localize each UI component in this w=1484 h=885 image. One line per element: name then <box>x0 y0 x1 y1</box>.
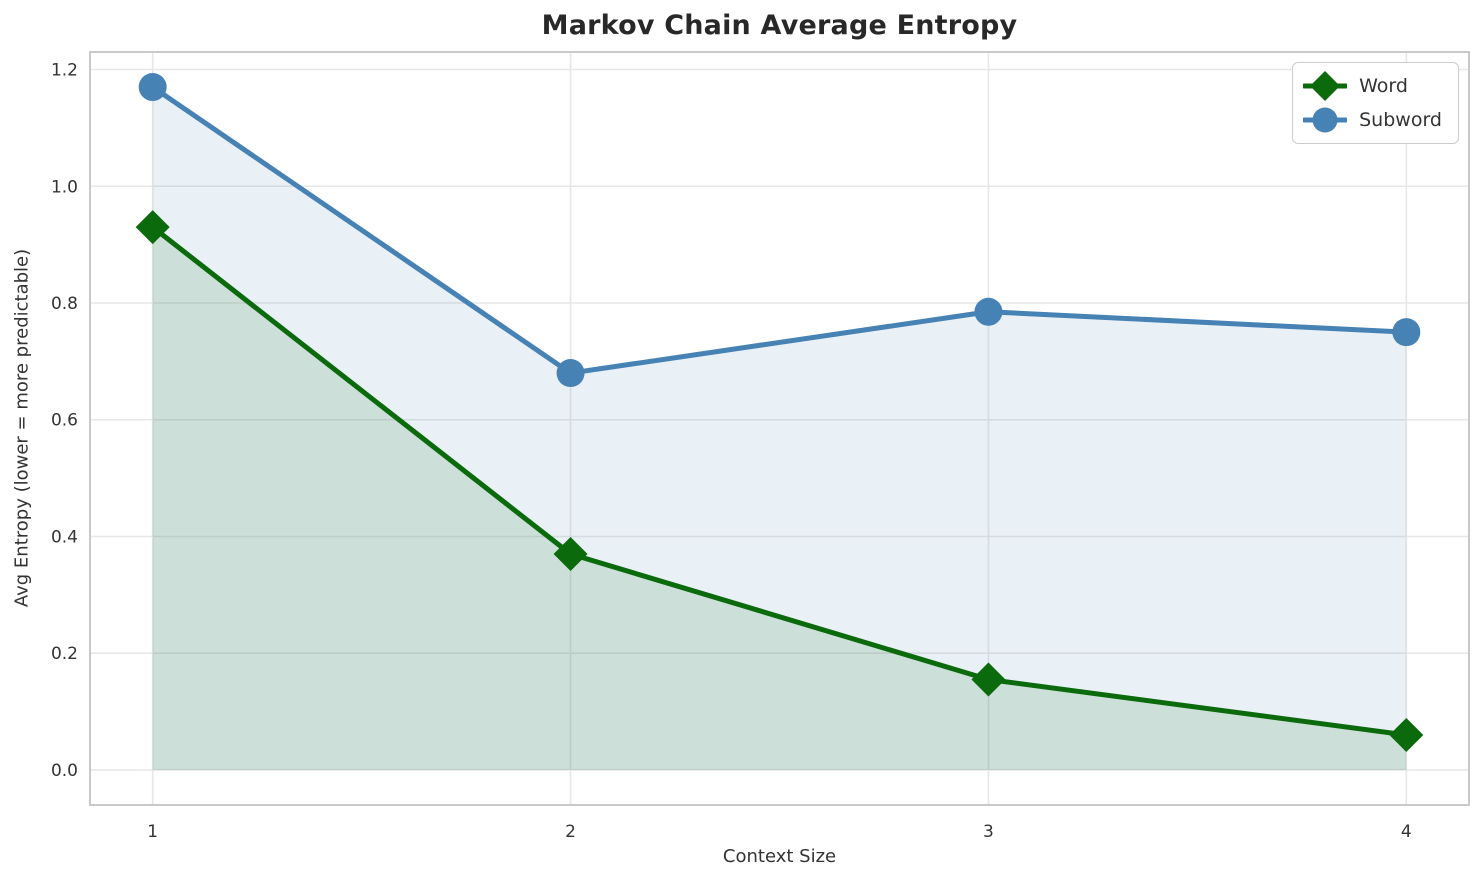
y-tick-label: 0.8 <box>51 294 78 314</box>
chart-title: Markov Chain Average Entropy <box>541 10 1018 41</box>
y-tick-label: 0.6 <box>51 411 78 431</box>
y-tick-label: 1.0 <box>51 177 78 197</box>
subword-circle-marker-icon <box>1303 105 1348 135</box>
x-tick-label: 4 <box>1401 822 1412 842</box>
legend-label-word: Word <box>1359 75 1408 97</box>
legend-label-subword: Subword <box>1359 109 1442 131</box>
subword-marker <box>556 359 585 388</box>
y-tick-label: 0.2 <box>51 644 78 664</box>
word-marker <box>971 662 1006 697</box>
subword-series-line <box>150 84 1409 376</box>
word-marker <box>135 210 170 245</box>
subword-marker <box>1392 318 1421 347</box>
subword-marker <box>974 297 1003 326</box>
word-series-line <box>150 224 1409 738</box>
legend-item-word: Word <box>1303 71 1442 101</box>
legend-item-subword: Subword <box>1303 105 1442 135</box>
x-axis-label: Context Size <box>722 846 837 867</box>
x-tick-label: 1 <box>147 822 158 842</box>
word-area-fill <box>152 227 1407 770</box>
y-tick-label: 1.2 <box>51 61 78 81</box>
word-marker <box>553 537 588 571</box>
y-tick-label: 0.0 <box>51 761 78 781</box>
word-diamond-marker-icon <box>1303 71 1348 101</box>
y-tick-label: 0.4 <box>51 527 78 547</box>
word-marker <box>1389 717 1424 752</box>
subword-area-fill <box>152 87 1407 770</box>
plot-spines <box>89 51 1470 806</box>
legend: Word Subword <box>1292 62 1459 144</box>
x-tick-label: 2 <box>565 822 576 842</box>
x-tick-label: 3 <box>983 822 994 842</box>
y-axis-label: Avg Entropy (lower = more predictable) <box>11 248 33 608</box>
subword-marker <box>138 73 167 102</box>
